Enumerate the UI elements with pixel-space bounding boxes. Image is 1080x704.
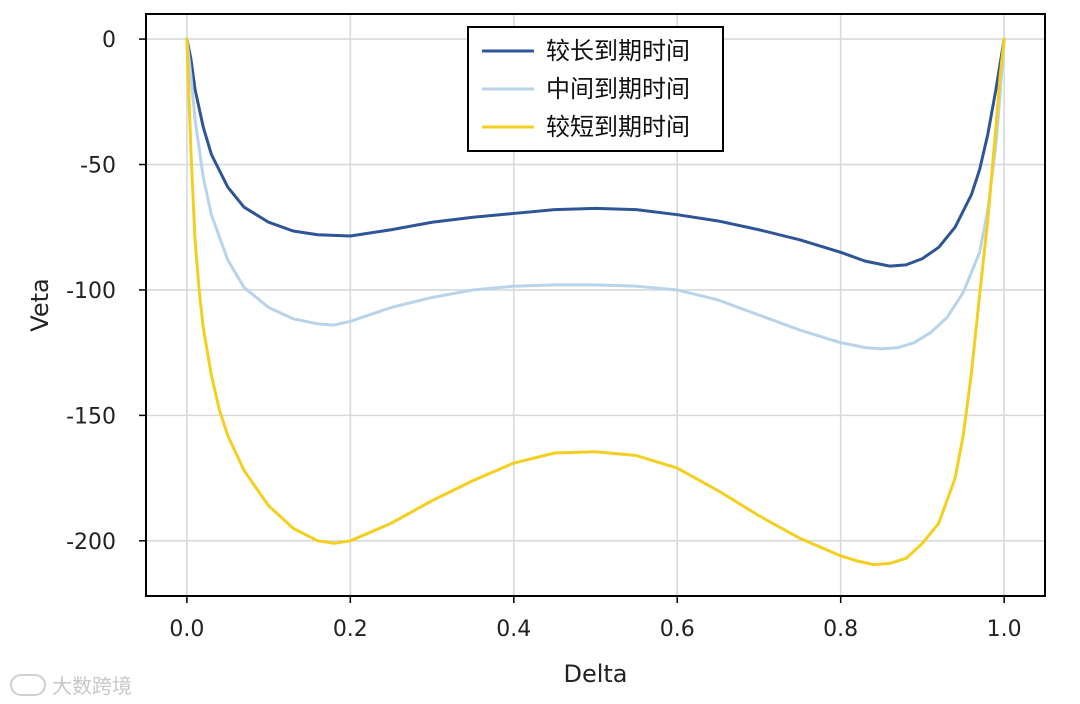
y-axis-title: Veta [26, 278, 54, 331]
x-tick-label: 0.4 [496, 617, 531, 642]
x-axis: 0.0 0.2 0.4 0.6 0.8 1.0 [169, 596, 1022, 642]
y-tick-label: -100 [66, 279, 116, 304]
legend-label-long: 较长到期时间 [546, 37, 690, 65]
series-line-1 [185, 37, 1006, 351]
y-tick-label: 0 [102, 28, 116, 53]
watermark: 大数跨境 [10, 670, 132, 699]
series-line-0 [185, 37, 1006, 268]
y-tick-label: -150 [66, 404, 116, 429]
y-tick-label: -200 [66, 530, 116, 555]
plot-frame [145, 13, 1046, 597]
x-tick-label: 1.0 [987, 617, 1022, 642]
y-axis: 0 -50 -100 -150 -200 [66, 28, 146, 555]
series-line-2 [185, 37, 1006, 567]
x-tick-label: 0.0 [169, 617, 204, 642]
legend-label-short: 较短到期时间 [546, 113, 690, 141]
legend: 较长到期时间 中间到期时间 较短到期时间 [467, 26, 724, 152]
legend-label-mid: 中间到期时间 [546, 75, 690, 103]
x-tick-label: 0.6 [660, 617, 695, 642]
x-tick-label: 0.2 [333, 617, 368, 642]
watermark-logo-icon [10, 673, 46, 696]
x-tick-label: 0.8 [823, 617, 858, 642]
series-lines [185, 37, 1006, 567]
watermark-text: 大数跨境 [52, 674, 132, 698]
y-tick-label: -50 [80, 154, 116, 179]
x-axis-title: Delta [563, 660, 627, 688]
